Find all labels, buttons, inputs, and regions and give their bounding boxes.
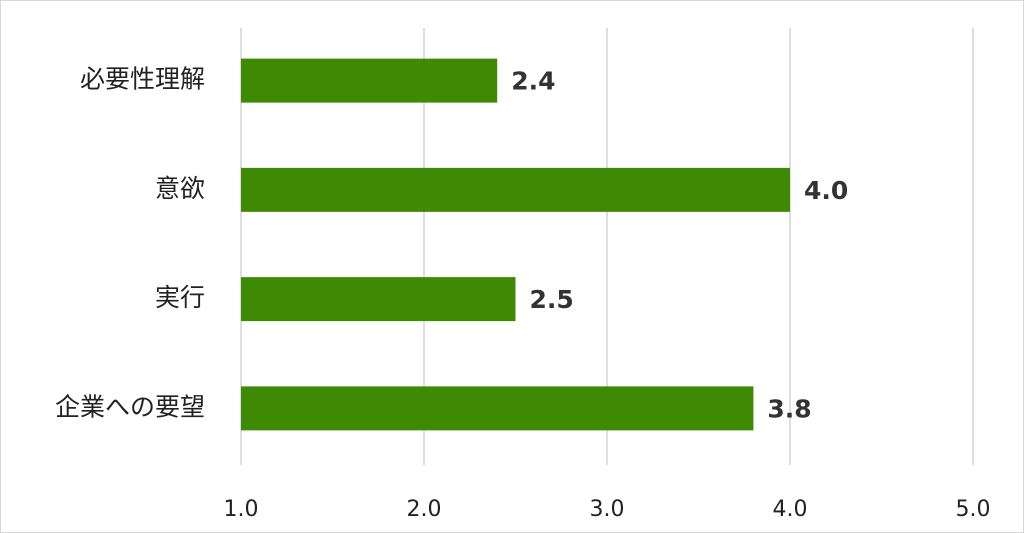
bar bbox=[241, 277, 516, 322]
value-label: 4.0 bbox=[804, 176, 848, 205]
x-tick-label: 2.0 bbox=[407, 497, 442, 522]
x-tick-label: 1.0 bbox=[224, 497, 259, 522]
y-tick-label: 企業への要望 bbox=[55, 392, 205, 421]
value-label: 2.4 bbox=[511, 67, 555, 96]
x-tick-label: 3.0 bbox=[590, 497, 625, 522]
value-label: 3.8 bbox=[767, 394, 811, 423]
x-tick-label: 4.0 bbox=[773, 497, 808, 522]
y-tick-label: 意欲 bbox=[155, 174, 205, 203]
y-tick-label: 必要性理解 bbox=[80, 65, 205, 94]
bar bbox=[241, 58, 498, 103]
x-tick-label: 5.0 bbox=[956, 497, 991, 522]
bar bbox=[241, 167, 790, 212]
y-tick-label: 実行 bbox=[155, 283, 205, 312]
bar bbox=[241, 386, 754, 431]
value-label: 2.5 bbox=[530, 285, 574, 314]
